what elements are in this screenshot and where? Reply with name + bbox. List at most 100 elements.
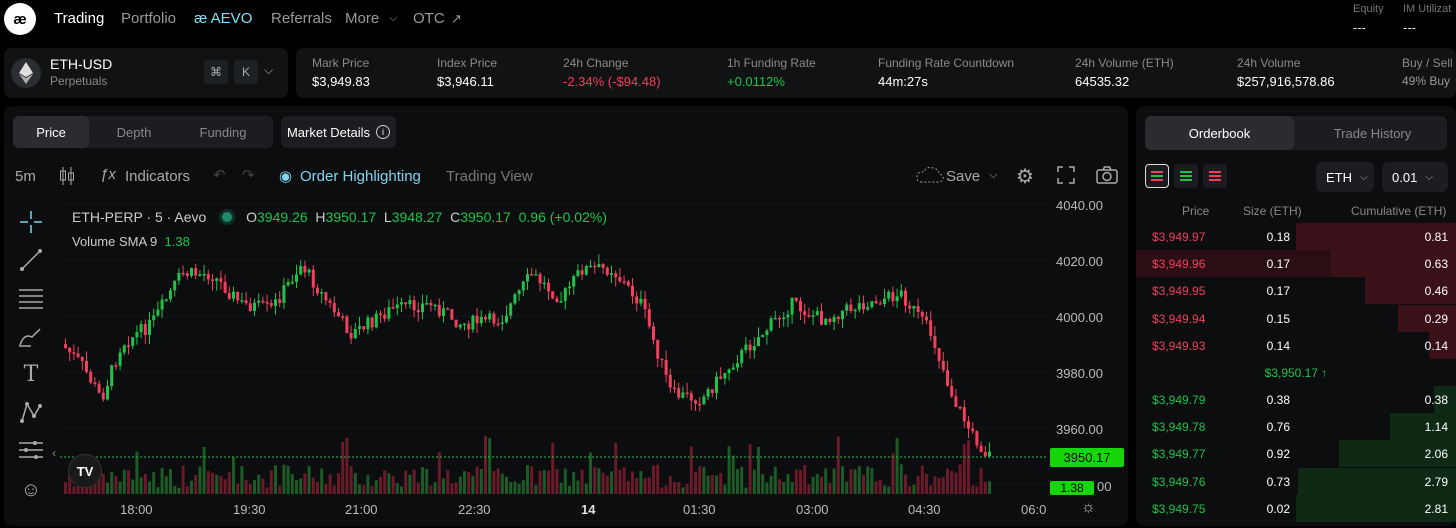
candle-body xyxy=(639,298,643,304)
stat-24h-volume: 24h Volume $257,916,578.86 xyxy=(1237,56,1335,89)
measure-icon[interactable] xyxy=(16,438,46,462)
volume-bar xyxy=(257,474,261,494)
trend-line-icon[interactable] xyxy=(16,248,46,272)
pattern-icon[interactable] xyxy=(16,400,46,424)
bid-row[interactable]: $3,949.75 0.02 2.81 xyxy=(1136,494,1456,522)
candle-body xyxy=(979,445,983,453)
market-details-button[interactable]: Market Details i xyxy=(281,116,396,148)
candle-body xyxy=(904,290,907,306)
trading-view-button[interactable]: Trading View xyxy=(446,168,533,185)
volume-bar xyxy=(303,473,307,494)
order-highlighting-button[interactable]: Order Highlighting xyxy=(300,168,421,185)
chevron-down-icon[interactable]: ⌵ xyxy=(989,169,998,181)
candle-body xyxy=(744,344,748,351)
candle-body xyxy=(114,365,118,367)
candle-body xyxy=(803,311,807,315)
candle-body xyxy=(479,316,483,324)
tab-price[interactable]: Price xyxy=(13,116,89,148)
tab-trade-history[interactable]: Trade History xyxy=(1333,125,1412,141)
candle-body xyxy=(366,317,370,330)
tick-size-select[interactable]: 0.01 ⌵ xyxy=(1382,162,1448,192)
nav-trading[interactable]: Trading xyxy=(54,10,105,27)
smiley-icon[interactable]: ☺ xyxy=(20,478,42,501)
volume-bar xyxy=(253,480,256,494)
text-tool-icon[interactable]: T xyxy=(23,361,39,387)
sun-settings-icon[interactable]: ☼ xyxy=(1081,499,1096,516)
order-cumulative: 0.46 xyxy=(1424,284,1448,299)
depth-bar xyxy=(1331,250,1456,278)
ask-row[interactable]: $3,949.97 0.18 0.81 xyxy=(1136,223,1456,250)
volume-bar xyxy=(316,482,319,494)
volume-bar xyxy=(64,482,67,494)
candle-body xyxy=(450,309,454,320)
fullscreen-icon[interactable] xyxy=(1057,166,1075,188)
market-details-label: Market Details xyxy=(286,124,371,140)
candle-body xyxy=(538,274,542,284)
nav-referrals[interactable]: Referrals xyxy=(271,10,332,27)
tab-funding[interactable]: Funding xyxy=(199,124,247,140)
time-tick: 14 xyxy=(581,502,596,517)
bid-row[interactable]: $3,949.76 0.73 2.79 xyxy=(1136,467,1456,495)
candle-body xyxy=(929,320,933,336)
asset-select[interactable]: ETH ⌵ xyxy=(1316,162,1374,192)
candle-body xyxy=(492,313,496,324)
candle-body xyxy=(719,376,723,379)
candle-body xyxy=(106,386,109,400)
bid-row[interactable]: $3,949.78 0.76 1.14 xyxy=(1136,413,1456,441)
tab-depth[interactable]: Depth xyxy=(116,124,152,140)
volume-bar xyxy=(185,486,189,494)
nav-portfolio[interactable]: Portfolio xyxy=(121,10,177,27)
camera-icon[interactable] xyxy=(1096,166,1118,188)
view-bids-icon[interactable] xyxy=(1174,164,1198,188)
candle-body xyxy=(551,291,555,299)
candle-body xyxy=(748,344,752,351)
ask-row[interactable]: $3,949.94 0.15 0.29 xyxy=(1136,304,1456,332)
volume-bar xyxy=(475,466,479,494)
view-both-icon[interactable] xyxy=(1145,164,1169,188)
volume-bar xyxy=(866,466,870,494)
candles-icon[interactable] xyxy=(59,166,75,190)
ask-row[interactable]: $3,949.95 0.17 0.46 xyxy=(1136,277,1456,305)
crosshair-icon[interactable] xyxy=(16,210,46,234)
aevo-logo[interactable]: æ xyxy=(4,3,36,35)
candle-body xyxy=(925,316,928,321)
volume-bar xyxy=(895,438,899,494)
volume-bar xyxy=(572,471,576,494)
brush-icon[interactable] xyxy=(16,324,46,348)
candle-body xyxy=(622,281,626,283)
settings-gear-icon[interactable]: ⚙ xyxy=(1016,166,1034,188)
candle-body xyxy=(240,300,244,302)
bid-row[interactable]: $3,949.77 0.92 2.06 xyxy=(1136,440,1456,468)
interval-selector[interactable]: 5m xyxy=(15,168,36,185)
candle-body xyxy=(391,307,395,309)
order-cumulative: 0.14 xyxy=(1424,338,1448,353)
ask-row[interactable]: $3,949.93 0.14 0.14 xyxy=(1136,331,1456,359)
depth-bar xyxy=(1398,304,1456,332)
tradingview-logo[interactable]: TV xyxy=(68,454,102,488)
nav-more[interactable]: More xyxy=(345,10,380,27)
price-chart[interactable] xyxy=(60,194,1048,494)
nav-aevo[interactable]: æ AEVO xyxy=(194,10,253,27)
legend-low: 3948.27 xyxy=(391,209,443,225)
tab-orderbook[interactable]: Orderbook xyxy=(1145,116,1294,150)
candle-body xyxy=(127,345,130,348)
indicators-button[interactable]: Indicators xyxy=(125,168,191,185)
redo-icon[interactable]: ↷ xyxy=(242,167,255,184)
candle-body xyxy=(769,318,773,331)
time-tick: 22:30 xyxy=(458,502,491,517)
volume-bar xyxy=(521,480,525,494)
save-button[interactable]: Save xyxy=(946,168,981,185)
ask-row[interactable]: $3,949.96 0.17 0.63 xyxy=(1136,250,1456,278)
bid-row[interactable]: $3,949.79 0.38 0.38 xyxy=(1136,386,1456,413)
view-asks-icon[interactable] xyxy=(1203,164,1227,188)
nav-otc[interactable]: OTC xyxy=(413,10,445,27)
fib-lines-icon[interactable] xyxy=(16,286,46,310)
price-tick: 3980.00 xyxy=(1056,366,1103,381)
collapse-toolbar-icon[interactable]: ‹ xyxy=(52,446,56,460)
market-selector[interactable]: ETH-USD Perpetuals ⌘ K ⌵ xyxy=(4,48,288,98)
undo-icon[interactable]: ↶ xyxy=(213,167,226,184)
volume-bar xyxy=(68,473,72,494)
candle-body xyxy=(836,316,840,320)
chevron-down-icon[interactable]: ⌵ xyxy=(264,63,274,77)
stat-funding-countdown: Funding Rate Countdown 44m:27s xyxy=(878,56,1015,89)
